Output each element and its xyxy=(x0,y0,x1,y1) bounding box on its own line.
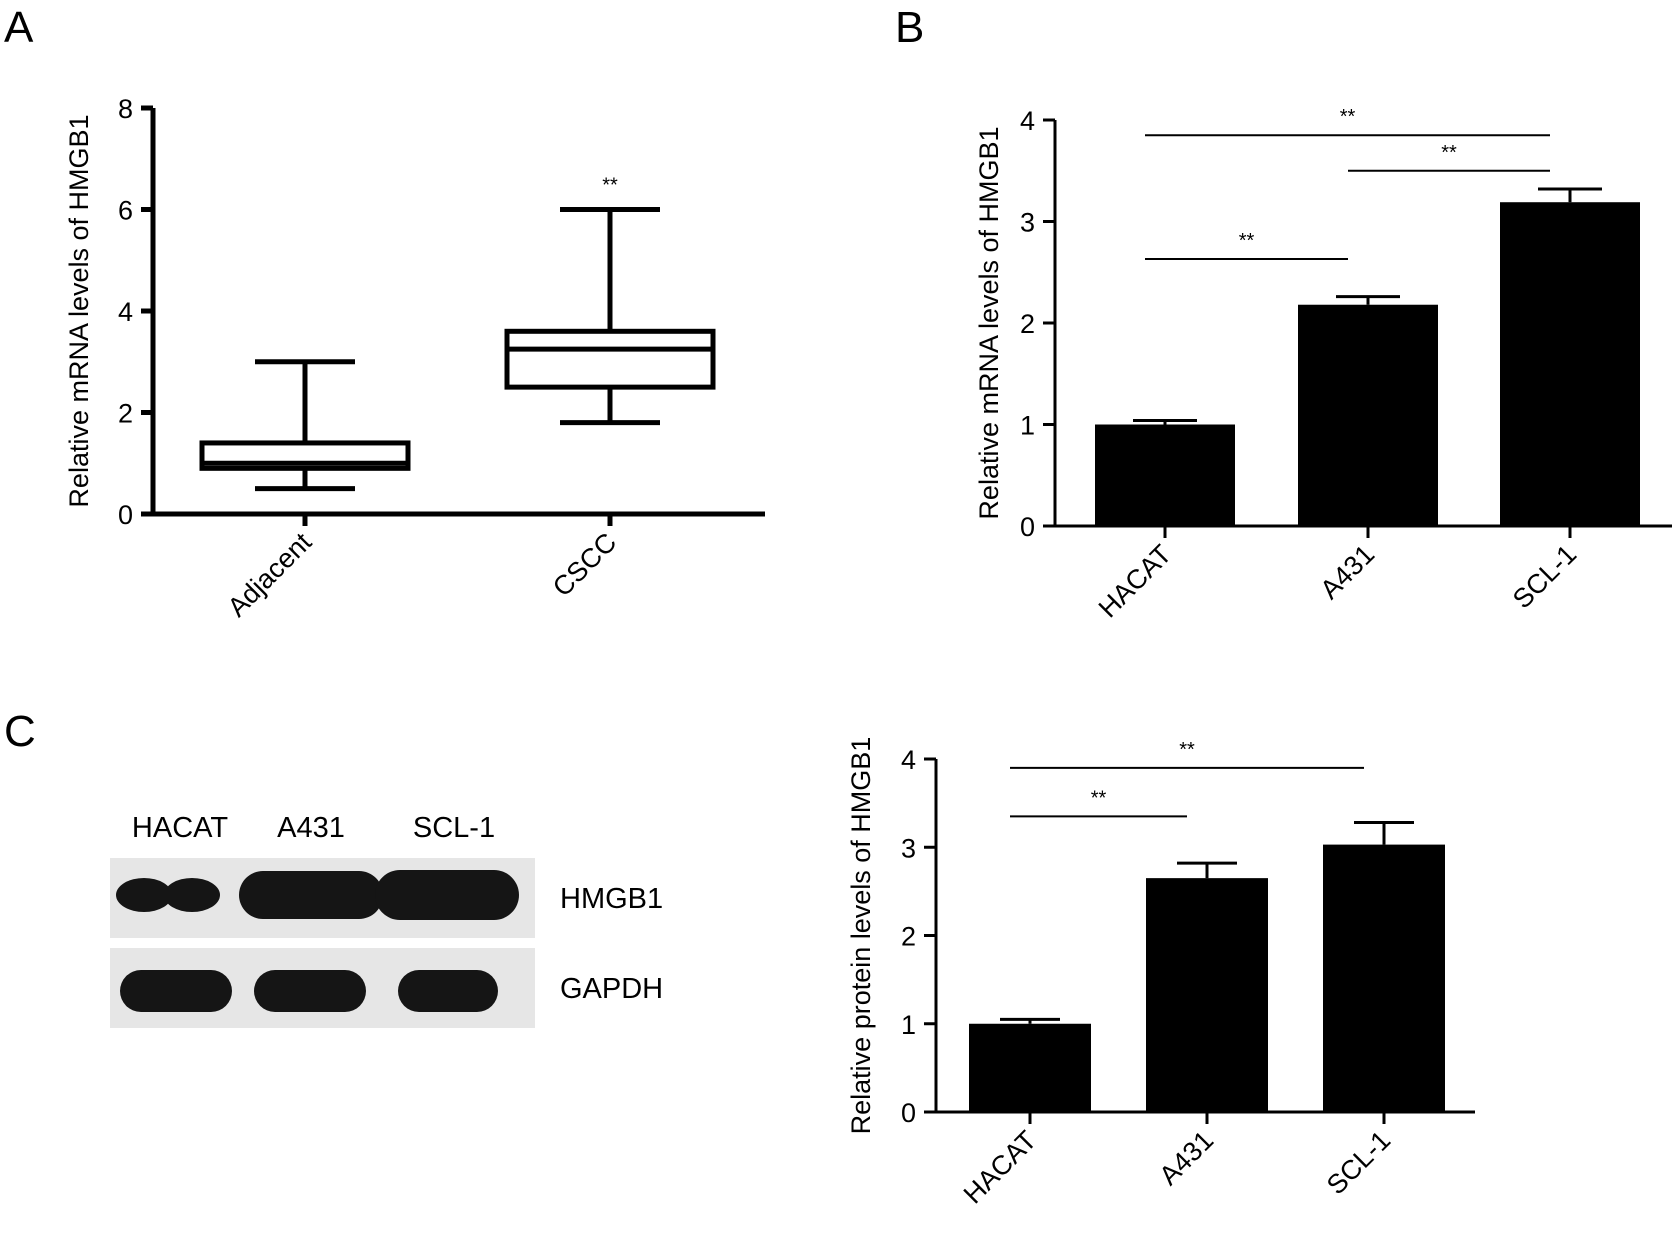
significance-label: ** xyxy=(1340,106,1356,128)
x-tick-label: CSCC xyxy=(547,527,622,602)
blot-band-gapdh xyxy=(398,970,498,1012)
y-tick-label: 2 xyxy=(1020,309,1035,339)
x-tick-label: A431 xyxy=(1153,1125,1219,1191)
y-tick-label: 2 xyxy=(901,922,916,952)
y-tick-label: 0 xyxy=(1020,512,1035,542)
blot-row-label: HMGB1 xyxy=(560,883,663,915)
blot-lane-label: SCL-1 xyxy=(413,812,495,844)
blot-lane-label: A431 xyxy=(277,812,345,844)
y-axis-title: Relative protein levels of HMGB1 xyxy=(846,737,876,1135)
blot-band-hmgb1 xyxy=(239,871,383,919)
y-tick-label: 1 xyxy=(901,1010,916,1040)
panel-letter-c: C xyxy=(4,707,36,756)
bar xyxy=(1500,202,1640,526)
chart-a-boxplot: 0 2 4 6 8 Relative mRNA levels of HMGB1 Adjace… xyxy=(64,94,765,623)
x-tick-label: A431 xyxy=(1314,539,1380,605)
blot-band-gapdh xyxy=(120,970,232,1012)
western-blot: HACAT A431 SCL-1 HMGB1 GAPDH xyxy=(110,812,663,1028)
y-tick-label: 8 xyxy=(118,94,133,124)
bar xyxy=(1298,304,1438,526)
significance-label: ** xyxy=(1179,739,1195,761)
blot-lane-label: HACAT xyxy=(132,812,228,844)
y-tick-label: 2 xyxy=(118,399,133,429)
blot-band-hmgb1 xyxy=(375,870,519,920)
chart-b-bar: 0 1 2 3 4 Relative mRNA levels of HMGB1 HACAT A… xyxy=(974,106,1672,624)
y-tick-label: 4 xyxy=(901,745,916,775)
blot-row-label: GAPDH xyxy=(560,973,663,1005)
y-tick-label: 3 xyxy=(1020,208,1035,238)
bar xyxy=(969,1023,1091,1112)
significance-label: ** xyxy=(1239,230,1255,252)
significance-label: ** xyxy=(1091,787,1107,809)
y-tick-label: 4 xyxy=(1020,106,1035,136)
significance-label: ** xyxy=(1441,142,1457,164)
y-axis-title: Relative mRNA levels of HMGB1 xyxy=(974,126,1004,519)
bar xyxy=(1095,424,1235,526)
significance-label: ** xyxy=(602,175,618,197)
box-iqr xyxy=(504,328,716,390)
blot-band-hmgb1 xyxy=(142,889,194,901)
y-tick-label: 3 xyxy=(901,833,916,863)
y-axis-title: Relative mRNA levels of HMGB1 xyxy=(64,114,94,507)
x-tick-label: HACAT xyxy=(958,1125,1043,1210)
blot-band-gapdh xyxy=(254,970,366,1012)
y-tick-label: 0 xyxy=(901,1098,916,1128)
blot-bands xyxy=(116,870,519,1012)
x-tick-label: Adjacent xyxy=(222,527,318,623)
y-tick-label: 1 xyxy=(1020,411,1035,441)
x-tick-label: SCL-1 xyxy=(1507,539,1582,614)
y-tick-label: 0 xyxy=(118,500,133,530)
y-tick-label: 4 xyxy=(118,297,133,327)
panel-letter-b: B xyxy=(895,3,924,52)
x-tick-label: HACAT xyxy=(1093,539,1178,624)
x-tick-label: SCL-1 xyxy=(1321,1125,1396,1200)
panel-letter-a: A xyxy=(4,3,34,52)
bar xyxy=(1146,878,1268,1112)
y-tick-label: 6 xyxy=(118,196,133,226)
chart-c-bar: 0 1 2 3 4 Relative protein levels of HMGB1 HAC… xyxy=(846,737,1475,1210)
bar xyxy=(1323,844,1445,1112)
